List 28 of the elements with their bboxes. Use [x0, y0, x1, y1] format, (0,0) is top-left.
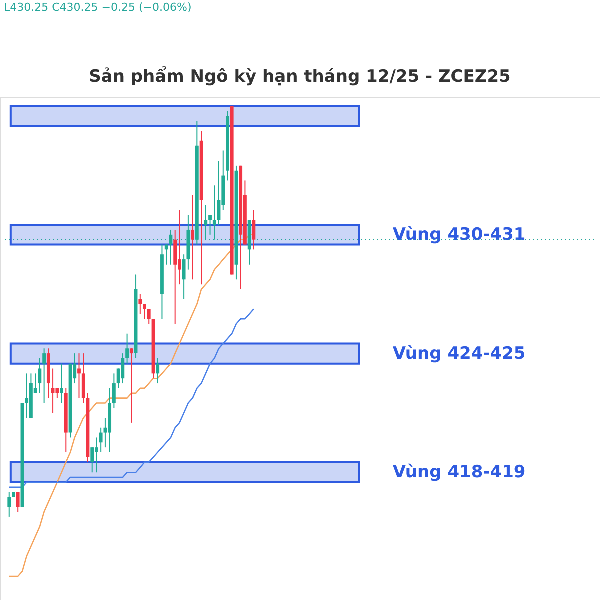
candlestick: [8, 492, 12, 518]
band-label: Vùng 424-425: [392, 344, 526, 364]
candlestick: [112, 373, 116, 409]
candlestick: [60, 363, 64, 404]
band-label: Vùng 430-431: [392, 224, 526, 245]
candlestick: [143, 304, 146, 320]
candlestick: [208, 214, 212, 236]
candlestick: [182, 254, 186, 300]
candlestick: [99, 427, 103, 454]
candlestick: [126, 333, 129, 364]
band-label: Vùng 418-419: [392, 462, 526, 482]
candlestick: [121, 353, 125, 384]
candlestick: [147, 308, 151, 324]
candlestick: [42, 348, 46, 404]
candlestick: [16, 492, 20, 513]
candlestick: [38, 358, 42, 394]
candlestick: [191, 194, 194, 280]
candlestick: [252, 210, 256, 250]
candlestick: [51, 368, 55, 414]
candlestick: [164, 244, 168, 266]
text: L430.25 C430.25 −0.25 (−0.06%): [4, 1, 192, 14]
candlestick: [156, 358, 160, 384]
candlestick: [78, 353, 81, 399]
candlestick: [25, 373, 29, 419]
candlestick: [138, 294, 142, 315]
candlestick: [90, 447, 94, 474]
candlestick: [130, 348, 134, 424]
text: Sản phẩm Ngô kỳ hạn tháng 12/25 - ZCEZ25: [89, 66, 511, 87]
